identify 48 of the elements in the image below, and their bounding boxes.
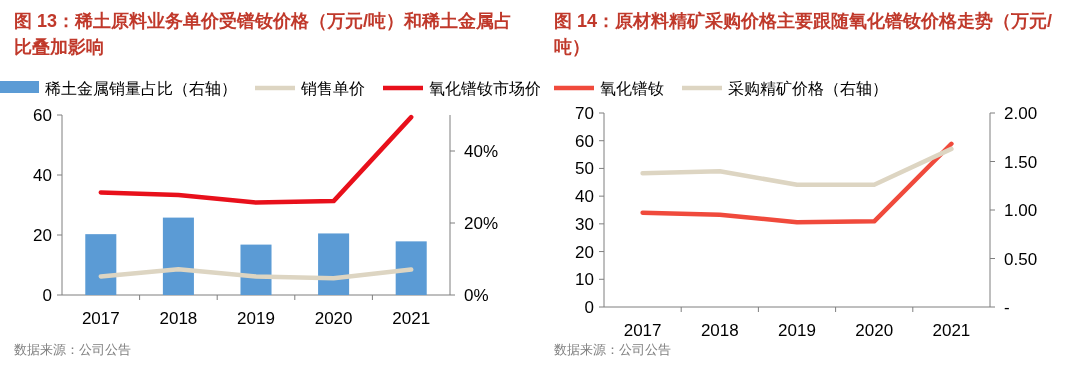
- y2-tick-label: 2.00: [1004, 104, 1038, 123]
- y2-tick-label: 0%: [464, 286, 489, 305]
- y-tick-label: 60: [575, 131, 594, 151]
- y2-tick-label: 0.50: [1004, 249, 1038, 269]
- bar: [318, 233, 350, 295]
- x-tick-label: 2021: [392, 309, 431, 328]
- y2-tick-label: 20%: [464, 214, 499, 233]
- bar: [162, 217, 194, 295]
- x-tick-label: 2021: [932, 321, 971, 340]
- y-tick-label: 20: [575, 242, 594, 262]
- source-note: 数据来源：公司公告: [14, 342, 131, 357]
- y-tick-label: 10: [575, 270, 594, 290]
- source-note: 数据来源：公司公告: [554, 342, 671, 357]
- y-tick-label: 60: [33, 106, 52, 125]
- y-tick-label: 20: [33, 226, 52, 245]
- legend-label: 氧化镨钕: [600, 80, 664, 97]
- x-tick-label: 2017: [81, 309, 120, 328]
- line-series: [640, 146, 954, 188]
- x-tick-label: 2020: [855, 321, 894, 340]
- bar: [85, 234, 117, 295]
- y-tick-label: 0: [42, 286, 52, 305]
- x-tick-label: 2019: [237, 309, 275, 328]
- x-tick-label: 2018: [700, 321, 739, 340]
- y2-tick-label: 1.00: [1004, 201, 1038, 220]
- y2-tick-label: 1.50: [1004, 152, 1038, 172]
- bar: [395, 241, 427, 295]
- chart-title: 图 14：原材料精矿采购价格主要跟随氧化镨钕价格走势（万元/吨）: [554, 10, 1054, 59]
- legend-label: 稀土金属销量占比（右轴）: [45, 80, 237, 97]
- legend-label: 氧化镨钕市场价: [429, 80, 541, 97]
- x-tick-label: 2019: [778, 321, 816, 340]
- y-tick-label: 40: [575, 187, 594, 207]
- bar: [240, 244, 272, 295]
- legend-label: 采购精矿价格（右轴）: [728, 80, 888, 97]
- line-series: [640, 141, 954, 225]
- line-series: [98, 114, 414, 205]
- y-tick-label: 0: [584, 298, 594, 317]
- legend-label: 销售单价: [300, 80, 365, 97]
- y-tick-label: 40: [33, 166, 52, 185]
- y-tick-label: 50: [575, 159, 594, 179]
- y-tick-label: 30: [575, 214, 594, 234]
- y2-tick-label: -: [1004, 298, 1010, 317]
- x-tick-label: 2020: [314, 309, 353, 328]
- y2-tick-label: 40%: [464, 142, 499, 161]
- x-tick-label: 2018: [159, 309, 198, 328]
- x-tick-label: 2017: [623, 321, 662, 340]
- line-series: [98, 266, 414, 281]
- chart-title: 图 13：稀土原料业务单价受镨钕价格（万元/吨）和稀土金属占比叠加影响: [14, 10, 514, 59]
- y-tick-label: 70: [575, 104, 594, 123]
